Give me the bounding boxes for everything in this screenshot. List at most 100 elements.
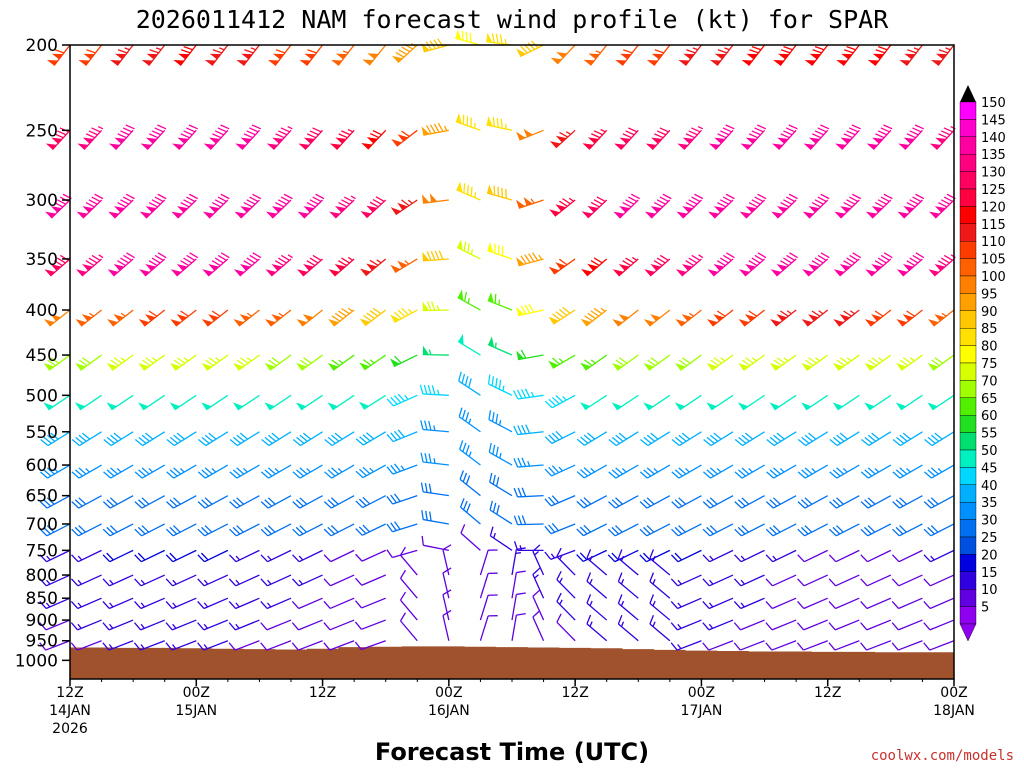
barb-pennant [650,314,661,322]
barb-flag [520,255,527,265]
wind-barb [324,464,355,479]
barb-flag [659,127,669,133]
barb-flag [906,133,916,139]
barb-flag [180,310,189,317]
barb-flag [372,307,382,315]
barb-pennant [43,402,54,410]
barb-pennant [272,53,284,60]
wind-barb [796,619,828,631]
wind-barb [487,242,513,260]
wind-barb [576,464,608,479]
wind-barb [479,572,498,599]
wind-barb [39,574,71,587]
wind-barb [228,619,260,631]
wind-barb [260,549,292,563]
barb-staff [269,394,292,411]
barb-flag [883,252,893,259]
barb-flag [524,304,531,314]
barb-flag [843,260,853,267]
barb-flag [607,554,616,563]
barb-half-flag [436,305,440,311]
barb-flag [883,193,893,200]
wind-barb [892,523,923,537]
barb-flag [386,549,393,558]
barb-half-flag [203,602,209,608]
barb-flag [429,511,432,522]
barb-pennant [741,60,753,66]
barb-flag [765,501,774,509]
barb-flag [217,196,227,202]
barb-flag [110,467,119,475]
wind-barb [865,252,893,277]
barb-pennant [611,402,623,410]
barb-half-flag [783,357,789,362]
barb-flag [134,528,143,537]
wind-barb [678,44,702,66]
barb-flag [611,499,620,507]
barb-pennant [745,263,756,271]
wind-barb [229,495,260,509]
barb-flag [930,467,939,475]
wind-barb [898,124,925,150]
barb-flag [590,310,600,317]
barb-flag [138,436,147,444]
colorbar-top-arrow [960,85,976,102]
barb-half-flag [538,254,543,260]
wind-barb [489,526,513,551]
wind-barb [323,640,355,651]
wind-barb [488,410,513,433]
wind-barb [670,619,702,631]
wind-barb [40,431,71,447]
barb-pennant [676,211,688,219]
barb-flag [923,642,931,651]
barb-staff [835,549,860,563]
wind-barb [646,44,671,66]
barb-flag [691,196,701,202]
barb-half-flag [740,555,746,561]
barb-flag [734,554,742,563]
barb-staff [442,615,450,641]
barb-staff [144,258,166,277]
wind-barb [234,193,262,219]
barb-flag [176,357,186,364]
barb-flag [154,196,164,202]
barb-flag [576,471,585,479]
barb-half-flag [590,359,596,364]
barb-half-flag [913,47,919,51]
barb-flag [431,385,436,395]
wind-barb [479,594,498,621]
wind-barb [479,549,498,576]
wind-barb [580,394,608,411]
barb-pennant [580,362,591,371]
barb-flag [75,469,83,477]
barb-flag [393,493,401,502]
barb-flag [513,487,519,498]
barb-flag [94,193,104,200]
barb-pennant [110,60,122,66]
barb-flag [463,500,468,511]
wind-barb [544,430,576,444]
barb-staff [203,597,229,610]
barb-flag [923,600,931,609]
barb-pennant [232,402,244,410]
barb-half-flag [235,623,240,629]
colorbar-label: 105 [981,253,1006,268]
barb-pennant [803,143,815,150]
barb-pennant [612,319,623,327]
barb-staff [79,394,102,411]
barb-pennant [707,319,718,327]
barb-pennant [486,116,493,127]
barb-half-flag [842,468,848,473]
barb-flag [656,199,666,205]
wind-barb [389,354,418,368]
barb-flag [355,500,364,509]
wind-barb [549,129,576,149]
barb-staff [741,523,765,537]
barb-half-flag [677,623,682,629]
wind-barb [581,257,608,277]
wind-barb [229,464,260,479]
barb-flag [513,515,519,525]
wind-barb [550,44,576,65]
wind-barb [260,464,292,479]
barb-half-flag [558,466,563,472]
